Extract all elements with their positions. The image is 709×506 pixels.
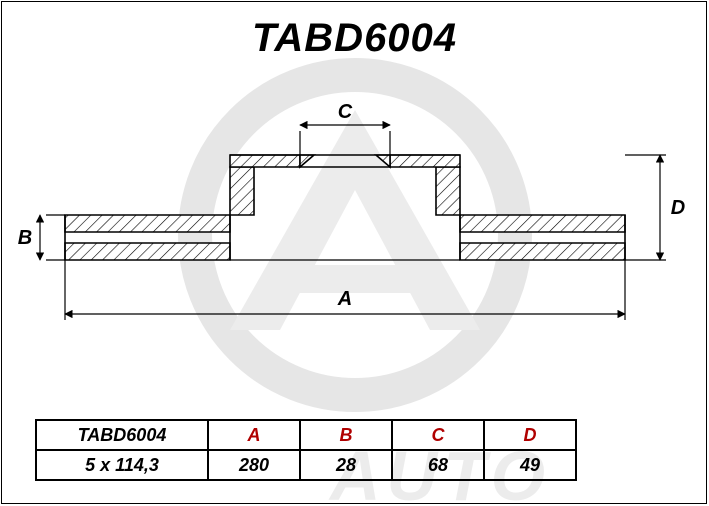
header-C: C — [392, 420, 484, 450]
header-D: D — [484, 420, 576, 450]
value-B: 28 — [300, 450, 392, 480]
header-B: B — [300, 420, 392, 450]
value-A: 280 — [208, 450, 300, 480]
header-A: A — [208, 420, 300, 450]
value-C: 68 — [392, 450, 484, 480]
svg-text:B: B — [18, 227, 32, 249]
value-D: 49 — [484, 450, 576, 480]
spec-table: TABD6004 A B C D 5 x 114,3 280 28 68 49 — [35, 419, 577, 481]
svg-text:C: C — [338, 101, 353, 123]
table-header-row: TABD6004 A B C D — [36, 420, 576, 450]
header-model: TABD6004 — [36, 420, 208, 450]
table-value-row: 5 x 114,3 280 28 68 49 — [36, 450, 576, 480]
value-model: 5 x 114,3 — [36, 450, 208, 480]
svg-text:D: D — [671, 197, 685, 219]
cross-section-diagram: A C B D — [0, 0, 709, 420]
svg-text:A: A — [337, 288, 352, 310]
